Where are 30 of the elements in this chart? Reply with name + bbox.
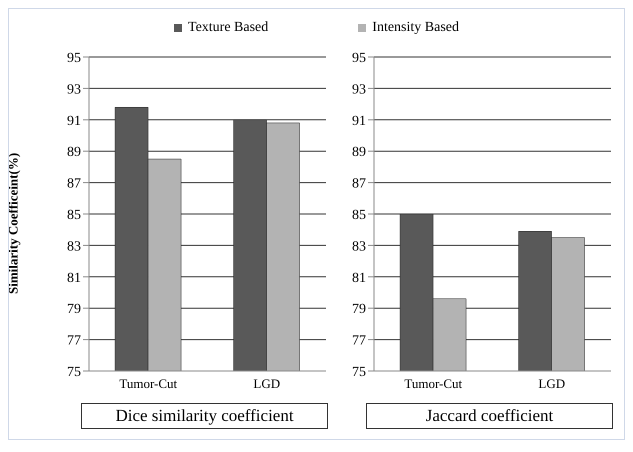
y-tick-label: 93 (352, 82, 366, 98)
y-tick-label: 95 (67, 50, 81, 66)
y-tick-label: 75 (352, 364, 366, 380)
x-tick-label: LGD (253, 376, 280, 392)
y-tick-label: 81 (67, 270, 81, 286)
y-tick-label: 85 (352, 208, 366, 223)
x-axis-title: Dice similarity coefficient (81, 403, 328, 429)
y-tick-label: 91 (67, 114, 81, 129)
y-tick-label: 75 (67, 364, 81, 380)
x-axis-title: Jaccard coefficient (366, 403, 613, 429)
y-tick-label: 95 (352, 50, 366, 66)
y-tick-label: 79 (67, 302, 81, 318)
x-tick-label: LGD (538, 376, 566, 392)
y-tick-label: 87 (352, 176, 366, 192)
x-tick-label: Tumor-Cut (119, 376, 178, 392)
y-tick-label: 87 (67, 176, 81, 192)
y-tick-label: 79 (352, 302, 366, 318)
y-tick-label: 83 (352, 239, 366, 254)
y-tick-label: 93 (67, 82, 81, 98)
y-tick-label: 89 (352, 145, 366, 160)
y-tick-label: 91 (352, 114, 366, 129)
y-tick-label: 81 (352, 270, 366, 286)
legend-label: Texture Based (187, 20, 268, 36)
y-tick-label: 77 (352, 334, 366, 349)
y-tick-label: 77 (67, 334, 81, 349)
x-tick-label: Tumor-Cut (404, 376, 463, 392)
y-tick-label: 83 (67, 239, 81, 254)
legend-label: Intensity Based (371, 20, 459, 36)
y-tick-label: 89 (67, 145, 81, 160)
y-tick-label: 85 (67, 208, 81, 223)
